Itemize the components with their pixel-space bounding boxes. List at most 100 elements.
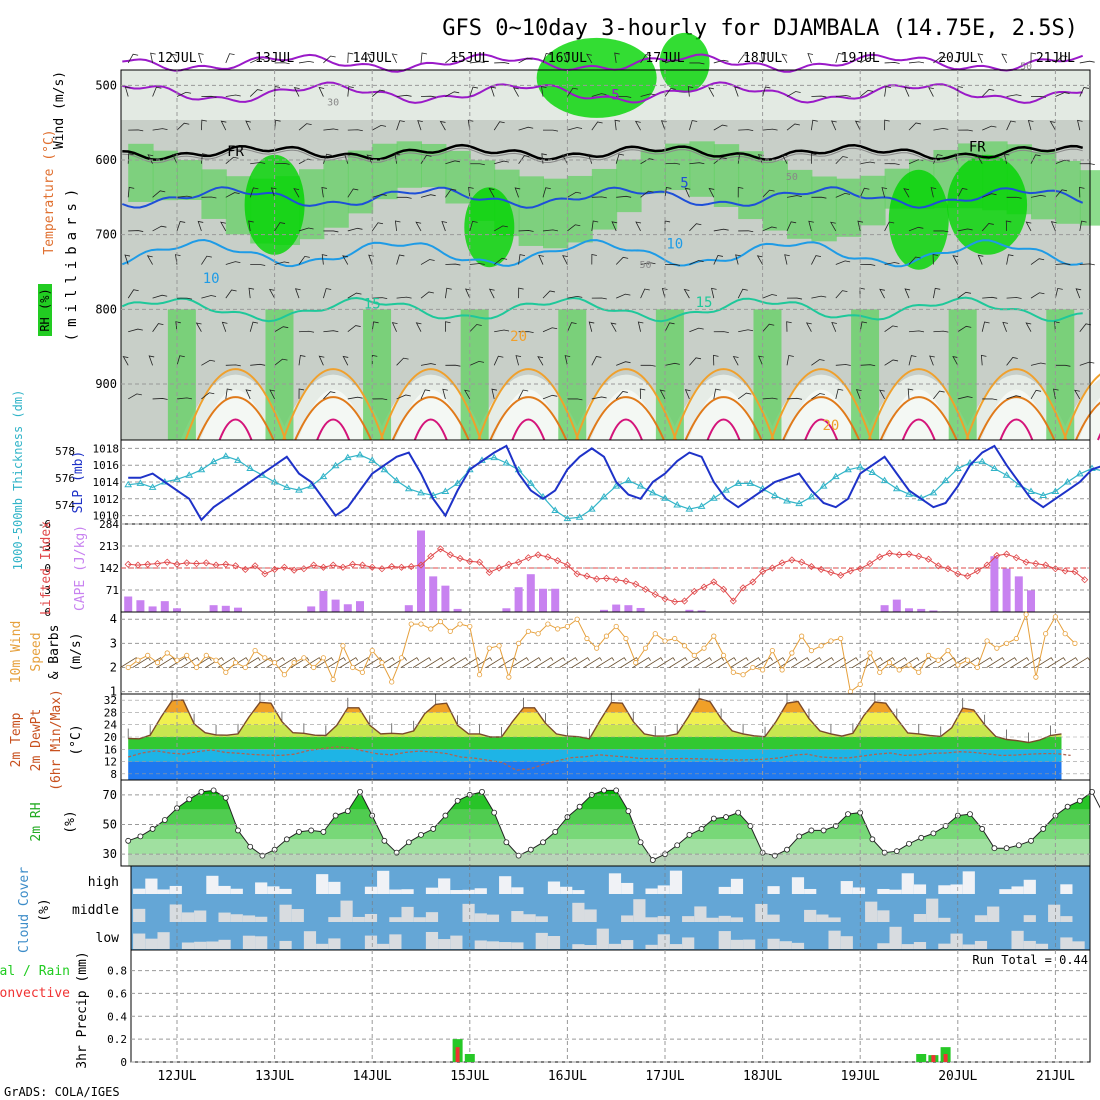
temp-line	[128, 697, 1062, 744]
wind-speed-marker	[193, 664, 200, 671]
cloud-block	[438, 939, 451, 949]
li-marker	[749, 578, 757, 586]
thickness-marker	[941, 476, 950, 484]
wind-barb	[318, 86, 325, 97]
wind-barb	[127, 289, 139, 299]
rh-marker	[418, 831, 424, 838]
cloud-block	[596, 928, 609, 949]
wind-barb	[491, 388, 498, 400]
cape-bar	[990, 556, 999, 612]
wind-barb-10m	[937, 657, 956, 668]
cloud-block	[157, 889, 170, 894]
cloud-block	[1060, 884, 1073, 894]
li-marker	[271, 565, 279, 574]
precip-convective-bar	[943, 1054, 948, 1062]
li-marker	[554, 557, 562, 565]
cloud-block	[791, 942, 805, 949]
cloud-block	[1035, 943, 1049, 949]
wind-barb	[1006, 254, 1014, 265]
thickness-marker	[502, 459, 511, 466]
wind-barb	[445, 263, 461, 266]
wind-barb	[664, 186, 672, 198]
wind-barb	[884, 119, 890, 131]
cloud-block	[633, 899, 646, 922]
wind-barb	[396, 254, 405, 265]
cloud-block	[608, 873, 622, 894]
isotherm-line	[121, 238, 1083, 268]
wind-barb	[786, 123, 800, 131]
wind-barb	[835, 290, 848, 299]
wind-barb	[640, 364, 656, 367]
wind-speed-marker	[769, 647, 775, 654]
cloud-block	[218, 885, 231, 894]
wind-barb	[347, 188, 359, 198]
rh-green-cell	[787, 169, 813, 239]
bottom-date-label: 21JUL	[1036, 1069, 1075, 1084]
wind-barb	[250, 363, 266, 366]
wind-barb	[640, 190, 654, 198]
wind-speed-marker	[242, 664, 248, 671]
wind-barb	[248, 220, 254, 231]
rh-marker	[649, 857, 656, 863]
cloud-block	[1023, 940, 1036, 949]
isotherm-20	[282, 368, 385, 441]
wind-barb	[835, 52, 844, 64]
cape-bar	[404, 605, 413, 612]
wind-barb	[367, 53, 373, 64]
rh-marker	[308, 827, 315, 834]
cloud-block	[547, 936, 561, 949]
rh-marker	[1076, 797, 1083, 804]
wind-barb	[538, 254, 544, 265]
wind-barb-10m	[278, 657, 298, 668]
li-marker	[397, 563, 406, 571]
dry-dome-core	[493, 389, 564, 440]
wind-speed-marker	[164, 650, 170, 656]
wind-barb	[323, 288, 332, 299]
cloud-block	[462, 889, 475, 894]
wind-barb-10m	[461, 657, 481, 668]
wind-barb	[420, 52, 428, 63]
rh-marker	[357, 788, 363, 795]
wind-barb	[323, 55, 336, 64]
wind-barb	[1055, 263, 1071, 266]
thickness-marker	[404, 484, 413, 492]
rh-marker	[149, 826, 156, 832]
wind-barb	[294, 288, 301, 299]
wind-speed-marker	[818, 643, 824, 649]
wind-barb	[445, 287, 452, 299]
cloud-block	[145, 938, 158, 949]
cloud-level-label: high	[88, 875, 119, 890]
wind-barb	[980, 354, 987, 366]
thickness-marker	[734, 479, 743, 486]
thickness-marker	[221, 452, 230, 459]
wind-barb	[371, 354, 378, 366]
li-marker	[202, 559, 210, 567]
wind-barb	[128, 230, 144, 232]
wind-speed-marker	[799, 633, 805, 639]
cloud-unit-label: (%)	[37, 898, 52, 921]
wind-speed-marker	[594, 645, 600, 651]
rh2m-axis-label: 2m RH	[29, 802, 44, 841]
wind-barb-10m	[510, 657, 529, 668]
cloud-block	[242, 915, 256, 922]
wind-barb	[1055, 189, 1068, 198]
cloud-block	[401, 889, 414, 894]
li-marker	[436, 545, 445, 553]
wind-barb	[737, 392, 752, 400]
cloud-block	[816, 914, 829, 922]
bottom-date-label: 18JUL	[743, 1069, 782, 1084]
thickness-marker	[636, 482, 645, 489]
wind-barb	[127, 186, 135, 198]
wind-speed-marker	[955, 662, 961, 668]
rh-marker	[198, 788, 205, 795]
wind-barb	[176, 122, 190, 131]
rh-marker	[784, 846, 790, 853]
cloud-block	[974, 915, 988, 922]
cloud-block	[1048, 904, 1061, 922]
cloud-block	[1060, 937, 1073, 949]
rh-marker	[137, 833, 144, 840]
li-marker	[261, 570, 269, 578]
li-marker	[1003, 550, 1011, 558]
cape-bar	[1014, 576, 1023, 612]
cloud-block	[1011, 930, 1024, 949]
